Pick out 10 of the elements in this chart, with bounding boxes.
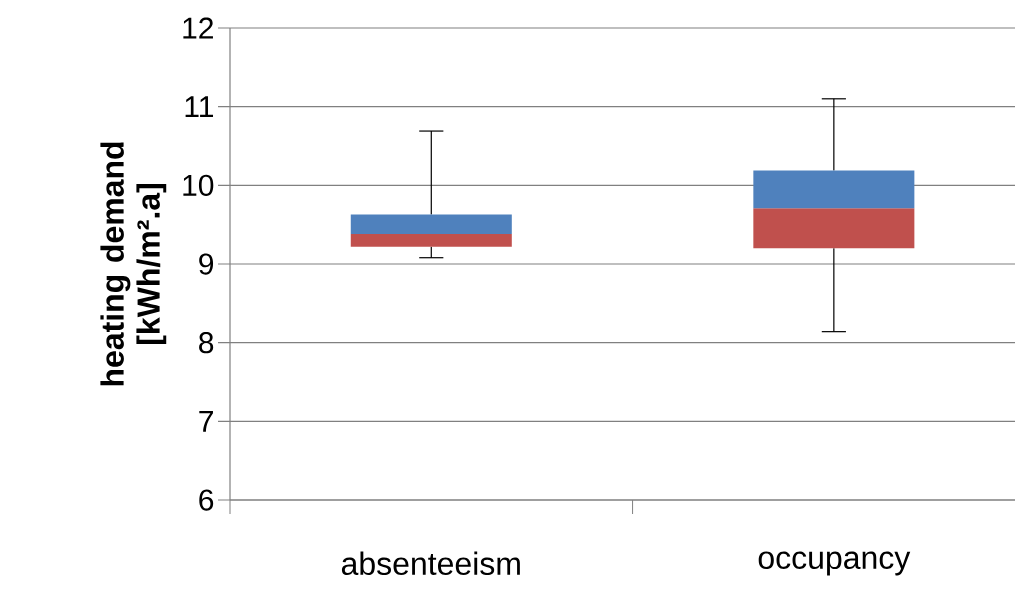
y-axis-title: heating demand [kWh/m².a] (100, 142, 167, 386)
y-tick-label: 9 (199, 253, 214, 275)
y-tick-label: 11 (185, 96, 214, 117)
y-tick-label: 6 (199, 489, 214, 511)
y-tick-label: 12 (183, 17, 213, 39)
x-tick-label: occupancy (758, 551, 911, 576)
y-tick-label: 8 (199, 332, 214, 354)
y-tick-label: 10 (183, 174, 214, 196)
y-tick-label: 7 (199, 411, 213, 432)
x-tick-label: absenteeism (341, 551, 520, 576)
